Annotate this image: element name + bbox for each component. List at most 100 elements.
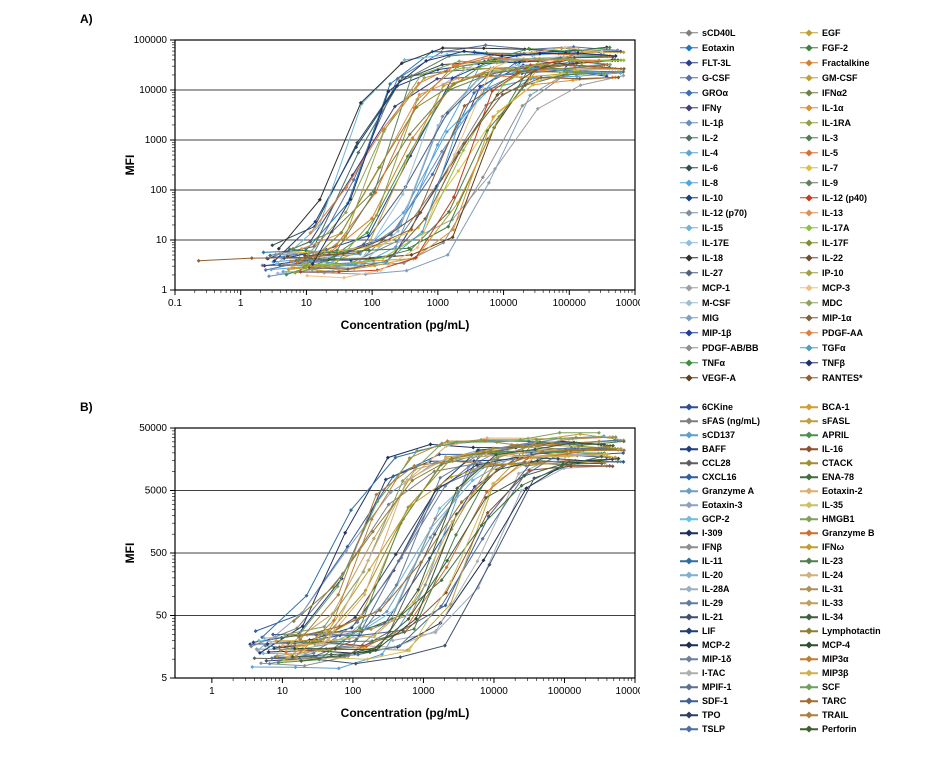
legend-marker [800,358,818,368]
legend-marker [680,654,698,664]
legend-marker [800,148,818,158]
legend-marker [680,133,698,143]
legend-item: sCD40L [680,25,790,40]
legend-label: IL-34 [822,612,843,622]
legend-marker [680,178,698,188]
svg-text:10000: 10000 [490,298,518,309]
panel-b-chart: 1101001000100001000001000000550500500050… [120,418,640,723]
legend-item: IL-10 [680,190,790,205]
legend-label: IL-10 [702,193,723,203]
legend-marker [680,358,698,368]
legend-item: MCP-4 [800,638,910,652]
legend-marker [680,514,698,524]
legend-label: IL-22 [822,253,843,263]
legend-item: BCA-1 [800,400,910,414]
legend-item: TSLP [680,722,790,736]
legend-marker [800,298,818,308]
legend-marker [800,178,818,188]
legend-item: IP-10 [800,265,910,280]
legend-item: Lymphotactin [800,624,910,638]
legend-label: IL-7 [822,163,838,173]
legend-label: EGF [822,28,841,38]
legend-marker [800,163,818,173]
legend-label: Perforin [822,724,857,734]
svg-text:10: 10 [301,298,313,309]
legend-item: sCD137 [680,428,790,442]
svg-text:5: 5 [161,673,167,684]
legend-item: IFNα2 [800,85,910,100]
legend-label: IL-1RA [822,118,851,128]
legend-item: TPO [680,708,790,722]
legend-marker [800,710,818,720]
legend-marker [800,598,818,608]
legend-label: IL-3 [822,133,838,143]
legend-item: Eotaxin-2 [800,484,910,498]
legend-item: MIP3β [800,666,910,680]
legend-item: IFNγ [680,100,790,115]
legend-item: TGFα [800,340,910,355]
legend-marker [680,238,698,248]
legend-marker [800,500,818,510]
legend-label: IL-20 [702,570,723,580]
legend-item: IL-2 [680,130,790,145]
legend-item: IL-17F [800,235,910,250]
legend-label: PDGF-AA [822,328,863,338]
legend-label: IL-13 [822,208,843,218]
legend-item: IL-12 (p70) [680,205,790,220]
legend-marker [800,313,818,323]
legend-marker [680,298,698,308]
legend-marker [800,223,818,233]
legend-label: MIP-1β [702,328,732,338]
legend-item: IL-35 [800,498,910,512]
legend-label: CCL28 [702,458,731,468]
legend-marker [800,444,818,454]
legend-item: IL-29 [680,596,790,610]
legend-marker [800,626,818,636]
legend-marker [680,268,698,278]
legend-item: IL-16 [800,442,910,456]
legend-marker [680,373,698,383]
legend-marker [800,682,818,692]
legend-item: RANTES* [800,370,910,385]
legend-item: IL-18 [680,250,790,265]
legend-marker [680,313,698,323]
svg-text:0.1: 0.1 [168,298,182,309]
legend-marker [800,208,818,218]
svg-text:1000000: 1000000 [616,686,640,697]
legend-marker [800,88,818,98]
legend-item: MIP-1δ [680,652,790,666]
legend-marker [800,668,818,678]
legend-marker [680,118,698,128]
legend-label: SCF [822,682,840,692]
legend-marker [680,570,698,580]
legend-item: MIG [680,310,790,325]
legend-label: GROα [702,88,728,98]
legend-item: MCP-3 [800,280,910,295]
panel-a-label: A) [80,12,93,26]
legend-label: G-CSF [702,73,730,83]
legend-item: Perforin [800,722,910,736]
legend-label: Eotaxin [702,43,735,53]
legend-label: MIP-1δ [702,654,731,664]
legend-label: Eotaxin-3 [702,500,743,510]
legend-item: CTACK [800,456,910,470]
legend-label: GM-CSF [822,73,858,83]
legend-item: VEGF-A [680,370,790,385]
legend-item: IL-1α [800,100,910,115]
panel-b-label: B) [80,400,93,414]
legend-marker [800,73,818,83]
legend-label: IFNω [822,542,844,552]
svg-text:1000: 1000 [145,135,168,146]
legend-label: BCA-1 [822,402,850,412]
svg-text:Concentration (pg/mL): Concentration (pg/mL) [341,318,470,332]
legend-marker [800,373,818,383]
legend-label: IL-17E [702,238,729,248]
legend-label: MIP-1α [822,313,852,323]
legend-marker [800,514,818,524]
legend-marker [680,58,698,68]
svg-text:10000: 10000 [480,686,508,697]
legend-marker [680,486,698,496]
legend-item: IL-7 [800,160,910,175]
legend-label: MCP-4 [822,640,850,650]
legend-label: IL-11 [702,556,723,566]
